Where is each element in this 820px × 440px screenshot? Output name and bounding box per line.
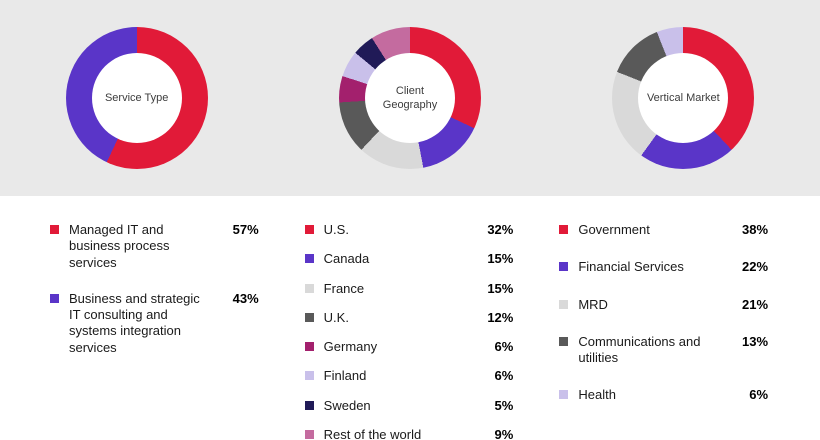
legend-item: Germany 6% [304,339,514,355]
legend-value: 43% [232,290,259,306]
legend-label: Rest of the world [323,426,422,440]
legend-label: Sweden [323,397,371,413]
vertical-market-chart-cell: Vertical Market [547,0,820,196]
legend-item: Canada 15% [304,251,514,267]
legend-swatch [304,283,314,293]
legend-value: 13% [741,333,769,349]
legend-swatch [50,225,59,234]
service-type-donut: Service Type [65,27,208,169]
legend-value: 6% [749,387,769,403]
legend-column-service-type: Managed IT and business process services… [50,222,259,440]
charts-band: Service Type Client Geography Vertical M… [0,0,820,196]
legend-label: Germany [323,339,378,354]
legend-label: Government [578,222,650,237]
legend-value: 22% [741,259,769,275]
legend-swatch [559,390,569,400]
legend-value: 5% [494,397,514,413]
legend-value: 32% [487,222,514,237]
legend-swatch [559,262,569,272]
legend-swatch [559,336,569,346]
legend-item: Communications and utilities 13% [559,334,768,367]
legend-item: Sweden 5% [304,397,514,414]
legend-swatch [304,254,314,264]
legend-value: 12% [487,309,514,325]
legend-swatch [304,312,314,322]
legend-swatch [304,342,314,351]
legend-value: 57% [232,222,259,237]
legend-label: Health [578,387,616,403]
legend-item: U.K. 12% [304,309,514,326]
legend-value: 9% [494,426,514,440]
donut-center-label-vertical-market: Vertical Market [638,53,729,143]
legend-value: 15% [487,280,514,296]
legend-swatch [304,429,314,439]
legend-value: 38% [741,222,769,237]
legend-label: Communications and utilities [578,333,701,365]
legend-item: MRD 21% [559,297,768,313]
legend-item: Business and strategic IT consulting and… [50,291,259,356]
legend-label: U.S. [323,222,349,237]
service-type-chart-cell: Service Type [0,0,273,196]
legend-value: 6% [494,339,514,354]
legend-item: Financial Services 22% [559,259,768,275]
legend-label: Managed IT and business process services [69,222,170,270]
legend-item: France 15% [304,280,514,297]
legend-swatch [304,400,314,410]
client-geography-chart-cell: Client Geography [273,0,546,196]
legend-label: U.K. [323,309,349,325]
legend-swatch [559,225,569,234]
legend-label: Finland [323,368,367,384]
legend-value: 21% [741,296,769,312]
legend-value: 15% [487,251,514,267]
legend-label: France [323,280,365,296]
legend-item: Finland 6% [304,368,514,384]
client-geography-donut: Client Geography [338,27,481,169]
vertical-market-donut: Vertical Market [612,27,755,169]
legend-item: U.S. 32% [304,222,514,238]
legend-label: Canada [323,251,370,267]
legend-swatch [559,299,569,309]
legend-swatch [304,371,314,381]
legend-label: MRD [578,296,608,312]
legend-item: Government 38% [559,222,768,238]
legend-section: Managed IT and business process services… [0,196,820,440]
legend-column-vertical-market: Government 38% Financial Services 22% MRD 21%… [559,222,768,440]
donut-center-label-client-geography: Client Geography [364,53,455,143]
legend-swatch [304,225,314,234]
legend-label: Financial Services [578,259,684,275]
legend-swatch [50,293,59,303]
legend-item: Rest of the world 9% [304,426,514,440]
legend-label: Business and strategic IT consulting and… [69,290,200,355]
legend-column-client-geography: U.S. 32% Canada 15% France 15% U.K. 12% Germany 6… [304,222,514,440]
donut-center-label-service-type: Service Type [91,53,182,143]
legend-item: Health 6% [559,387,768,403]
legend-value: 6% [494,368,514,384]
legend-item: Managed IT and business process services… [50,222,259,271]
